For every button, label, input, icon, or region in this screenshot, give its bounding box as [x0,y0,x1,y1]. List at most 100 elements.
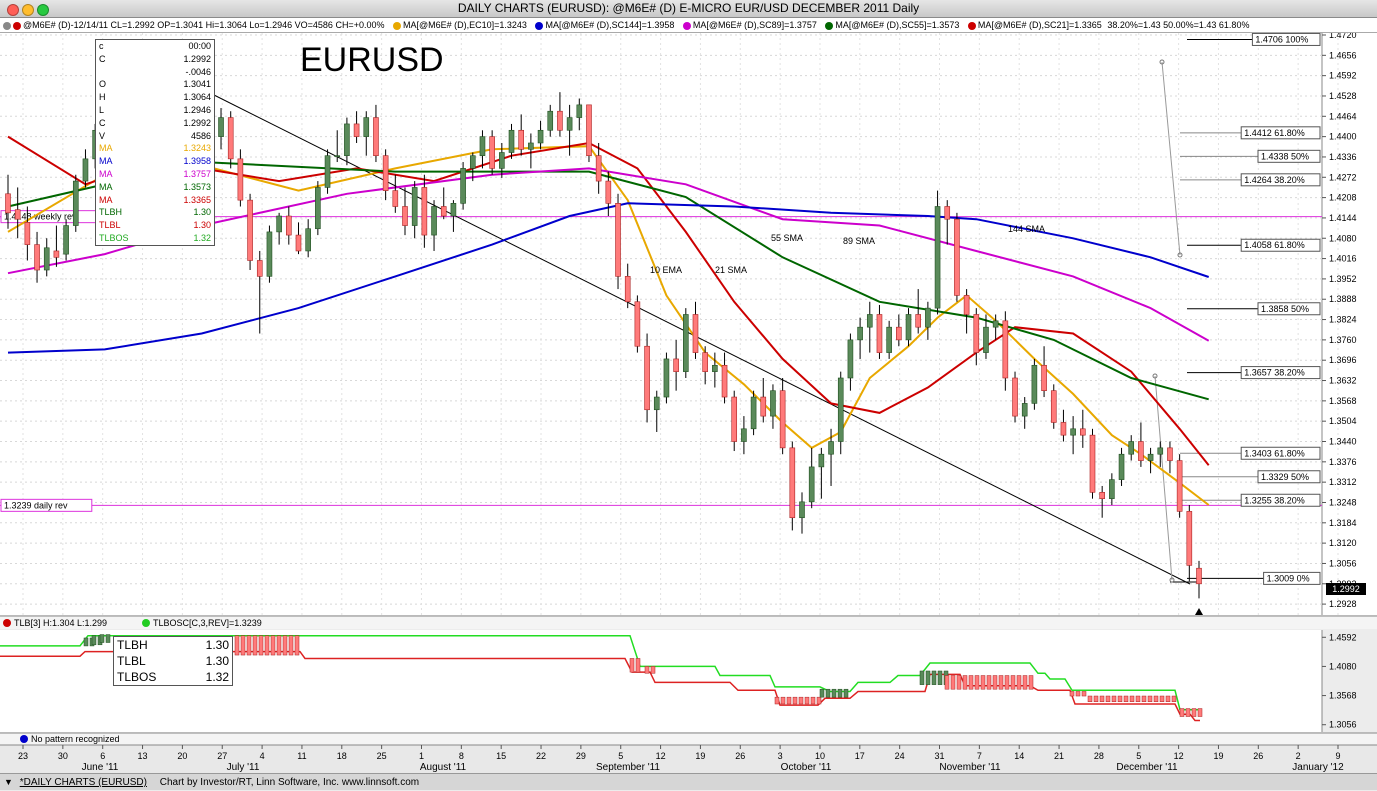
candle [983,314,989,359]
infobar-seg-sma55[interactable]: MA[@M6E# (D),SC55]=1.3573 [822,20,959,30]
tlb-block [804,696,810,705]
svg-text:1.4338 50%: 1.4338 50% [1261,151,1309,161]
x-month-label: October '11 [781,762,832,773]
candle [324,149,331,194]
tlb-block [1004,675,1010,690]
x-day-label: 2 [1296,751,1301,761]
candle [673,339,679,391]
three-line-break-panel[interactable] [0,634,1203,722]
tlb-block [816,696,822,705]
chart-tab[interactable]: *DAILY CHARTS (EURUSD) [19,777,147,788]
tlb-block [99,634,105,643]
data-window-label: MA [99,156,113,167]
data-window-label: V [99,130,106,141]
tlb-block [644,666,650,674]
x-day-label: 15 [496,751,506,761]
price-axis-ticks: 1.4720 1.4656 1.4592 1.4528 1.4464 1.4400 1.43… [1322,33,1357,609]
candle [741,416,747,455]
infobar-seg-price[interactable]: @M6E# (D)-12/14/11 CL=1.2992 OP=1.3041 H… [0,20,384,30]
tlb-block [1087,695,1093,702]
infobar-seg-sma21[interactable]: MA[@M6E# (D),SC21]=1.3365 [965,20,1102,30]
x-day-label: 12 [656,751,666,761]
candle [276,212,282,245]
fib-anchor-line-2[interactable] [1154,375,1173,581]
candle [1099,485,1105,518]
fibonacci-levels: 1.4706 100% 1.4412 61.80% 1.4338 50% 1.4264… [1180,33,1321,585]
blue-dot-icon [535,21,544,30]
tlb-block [831,688,837,698]
downtrend-line[interactable] [213,94,1191,585]
x-day-label: 22 [536,751,546,761]
fib-anchor-line-1[interactable] [1161,61,1181,256]
menu-icon[interactable]: ▼ [4,777,13,787]
data-window-value: 1.3041 [183,79,211,90]
infobar-seg-ema10[interactable]: MA[@M6E# (D),EC10]=1.3243 [390,20,527,30]
y-tick-label: 1.4656 [1329,50,1357,60]
infobar-seg-fib[interactable]: 38.20%=1.43 50.00%=1.43 61.80% [1107,20,1250,30]
candle [779,377,786,455]
fib-level-label: 1.3657 38.20% [1240,366,1321,380]
candle [24,206,31,261]
fib-anchor-point[interactable] [1169,577,1175,583]
minimize-window-button[interactable] [22,4,34,16]
tlb-block [252,635,258,656]
yellow-dot-icon [392,21,401,30]
fib-level-label: 1.4412 61.80% [1240,126,1321,140]
candle [440,187,447,220]
tlb-box-value: 1.30 [205,638,229,652]
data-window-label: C [99,53,106,64]
price-chart[interactable]: 1.4148 weekly rev 1.3239 daily rev 1.4706… [0,33,1377,789]
candle [644,333,650,423]
x-day-label: 27 [217,751,227,761]
candle [518,114,524,156]
svg-text:1.4706 100%: 1.4706 100% [1255,34,1308,44]
fib-anchor-point[interactable] [1152,373,1158,379]
candle [1147,447,1154,474]
fib-level-label: 1.3858 50% [1257,302,1321,316]
svg-text:1.3255 38.20%: 1.3255 38.20% [1244,495,1305,505]
magenta-dot-icon [682,21,691,30]
window-title: DAILY CHARTS (EURUSD): @M6E# (D) E-MICRO… [457,1,920,15]
infobar-seg-sma144[interactable]: MA[@M6E# (D),SC144]=1.3958 [532,20,674,30]
tlb-block [1028,675,1034,690]
candle [43,238,50,277]
x-day-label: 19 [1213,751,1223,761]
infobar-seg-sma89[interactable]: MA[@M6E# (D),SC89]=1.3757 [680,20,817,30]
tlb-box-value: 1.30 [205,654,229,668]
date-axis: 23 30 6 13 20 27 4 11 18 25 1 8 15 22 29 5 12 19 26 3 10 17 24… [18,745,1344,773]
data-window[interactable]: c 00:00 C 1.2992 -.0046 O 1.3041 H 1.3064 L 1.2946… [95,39,215,246]
data-window-label: MA [99,143,113,154]
tlb-block [105,634,111,643]
tlb-block [980,675,986,690]
credit-text: Chart by Investor/RT, Linn Software, Inc… [159,777,420,788]
red-dot-icon [967,21,976,30]
window-titlebar: DAILY CHARTS (EURUSD): @M6E# (D) E-MICRO… [0,0,1377,18]
fib-anchor-point[interactable] [1177,252,1183,258]
close-window-button[interactable] [7,4,19,16]
trendlines [213,59,1198,585]
tlb-box-label: TLBOS [117,670,157,684]
date-axis-area [0,745,1377,773]
zoom-window-button[interactable] [37,4,49,16]
candle [1050,384,1057,429]
tlb-block [1010,675,1016,690]
candle [469,152,476,182]
candle [1002,311,1009,391]
tlb-block [234,635,240,656]
y-tick-label: 1.4080 [1329,233,1357,243]
candle [5,174,11,229]
candle [499,142,505,178]
tlb-block [986,675,992,690]
candle [653,390,660,432]
candle [702,346,708,385]
data-window-value: 1.2992 [183,117,211,128]
svg-text:1.4412 61.80%: 1.4412 61.80% [1244,128,1305,138]
red-dot-icon [13,21,21,30]
ma-name-label: 89 SMA [843,236,875,246]
data-window-value: 1.3958 [183,156,211,167]
x-day-label: 4 [260,751,265,761]
tlb-block [246,635,252,656]
tlb-tick-label: 1.4080 [1329,661,1357,671]
candle [247,193,253,271]
fib-anchor-point[interactable] [1159,59,1165,65]
